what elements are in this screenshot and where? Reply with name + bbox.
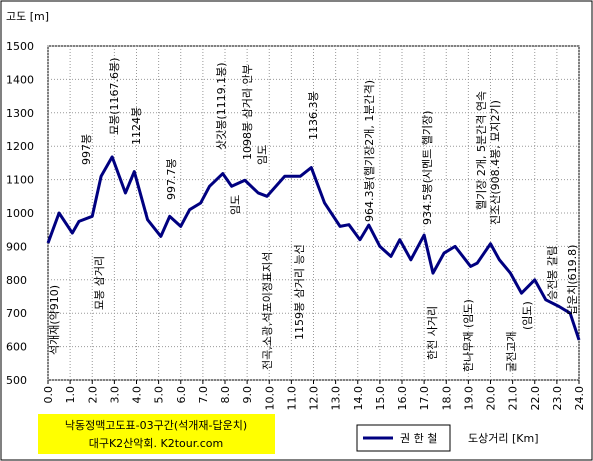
x-tick-label: 4.0 xyxy=(131,386,144,404)
x-tick-label: 0.0 xyxy=(42,386,55,404)
annotation: 1159봉 삼거리 능선 xyxy=(293,244,306,340)
y-tick-label: 700 xyxy=(6,307,27,320)
annotation: 묘봉(1167.6봉) xyxy=(108,58,121,135)
data-line xyxy=(46,155,581,341)
x-tick-label: 6.0 xyxy=(175,386,188,404)
annotation: 한전 사거리 xyxy=(426,306,439,360)
x-tick-label: 11.0 xyxy=(285,386,298,411)
annotation: 묘봉 삼거리 xyxy=(93,256,106,310)
annotation: 삿갓봉(1119.1봉) xyxy=(215,62,228,150)
annotation: (임도) xyxy=(521,301,534,330)
x-tick-label: 7.0 xyxy=(197,386,210,404)
y-tick-label: 1000 xyxy=(6,207,34,220)
x-tick-label: 5.0 xyxy=(153,386,166,404)
y-tick-label: 900 xyxy=(6,240,27,253)
x-tick-label: 12.0 xyxy=(308,386,321,411)
x-tick-label: 17.0 xyxy=(418,386,431,411)
annotation: 934.5봉(시멘트 헬기장) xyxy=(421,111,434,225)
y-tick-label: 1200 xyxy=(6,140,34,153)
x-tick-label: 16.0 xyxy=(396,386,409,411)
annotation: 997.7봉 xyxy=(165,158,178,200)
annotation: 굴전고개 xyxy=(505,332,518,372)
y-tick-label: 1100 xyxy=(6,174,34,187)
y-axis-title: 고도 [m] xyxy=(6,10,49,23)
y-tick-label: 500 xyxy=(6,374,27,387)
annotation: 임도 xyxy=(229,195,242,215)
annotation: 답운치(619.8) xyxy=(566,245,579,315)
plot-area xyxy=(47,45,580,381)
annotation: 1136.3봉 xyxy=(307,91,320,140)
x-tick-label: 24.0 xyxy=(573,386,586,411)
annotation: 964.3봉(헬기장2개, 1분간격) xyxy=(363,80,376,222)
caption: 낙동정맥고도표-03구간(석개재-답운치) xyxy=(65,419,247,432)
y-tick-label: 1500 xyxy=(6,40,34,53)
x-tick-label: 14.0 xyxy=(352,386,365,411)
y-tick-label: 800 xyxy=(6,274,27,287)
x-tick-label: 9.0 xyxy=(241,386,254,404)
x-tick-label: 22.0 xyxy=(529,386,542,411)
annotation: 한나무재 (임도) xyxy=(462,299,475,372)
annotation: 1124봉 xyxy=(130,107,143,145)
y-tick-label: 1400 xyxy=(6,73,34,86)
y-tick-label: 600 xyxy=(6,341,27,354)
annotation: 헬기장 2개, 5분간격 연속 xyxy=(475,91,488,210)
x-tick-label: 19.0 xyxy=(462,386,475,411)
x-tick-label: 10.0 xyxy=(263,386,276,411)
x-axis-title: 도상거리 [Km] xyxy=(468,432,539,445)
x-tick-label: 20.0 xyxy=(485,386,498,411)
annotation: 전곡,소광,석포이정표지석 xyxy=(261,252,274,370)
annotation: 승전봉 갈림 xyxy=(545,246,559,300)
annotation: 석개재(약910) xyxy=(47,285,61,355)
x-tick-label: 15.0 xyxy=(374,386,387,411)
x-tick-label: 2.0 xyxy=(86,386,99,404)
x-tick-label: 21.0 xyxy=(507,386,520,411)
x-tick-label: 23.0 xyxy=(551,386,564,411)
annotation: 997봉 xyxy=(80,134,93,165)
x-tick-label: 1.0 xyxy=(64,386,77,404)
x-tick-label: 13.0 xyxy=(330,386,343,411)
annotation: 임도 xyxy=(256,145,269,165)
annotation: 1098봉 삼거리 안부 xyxy=(241,64,254,160)
annotation: 진조산(908.4봉, 묘지2기) xyxy=(489,100,502,225)
x-tick-label: 3.0 xyxy=(108,386,121,404)
legend-label: 권 한 철 xyxy=(400,432,437,445)
x-tick-label: 18.0 xyxy=(440,386,453,411)
caption: 대구K2산악회. K2tour.com xyxy=(89,437,224,450)
y-tick-label: 1300 xyxy=(6,107,34,120)
x-tick-label: 8.0 xyxy=(219,386,232,404)
caption-box xyxy=(38,414,275,454)
